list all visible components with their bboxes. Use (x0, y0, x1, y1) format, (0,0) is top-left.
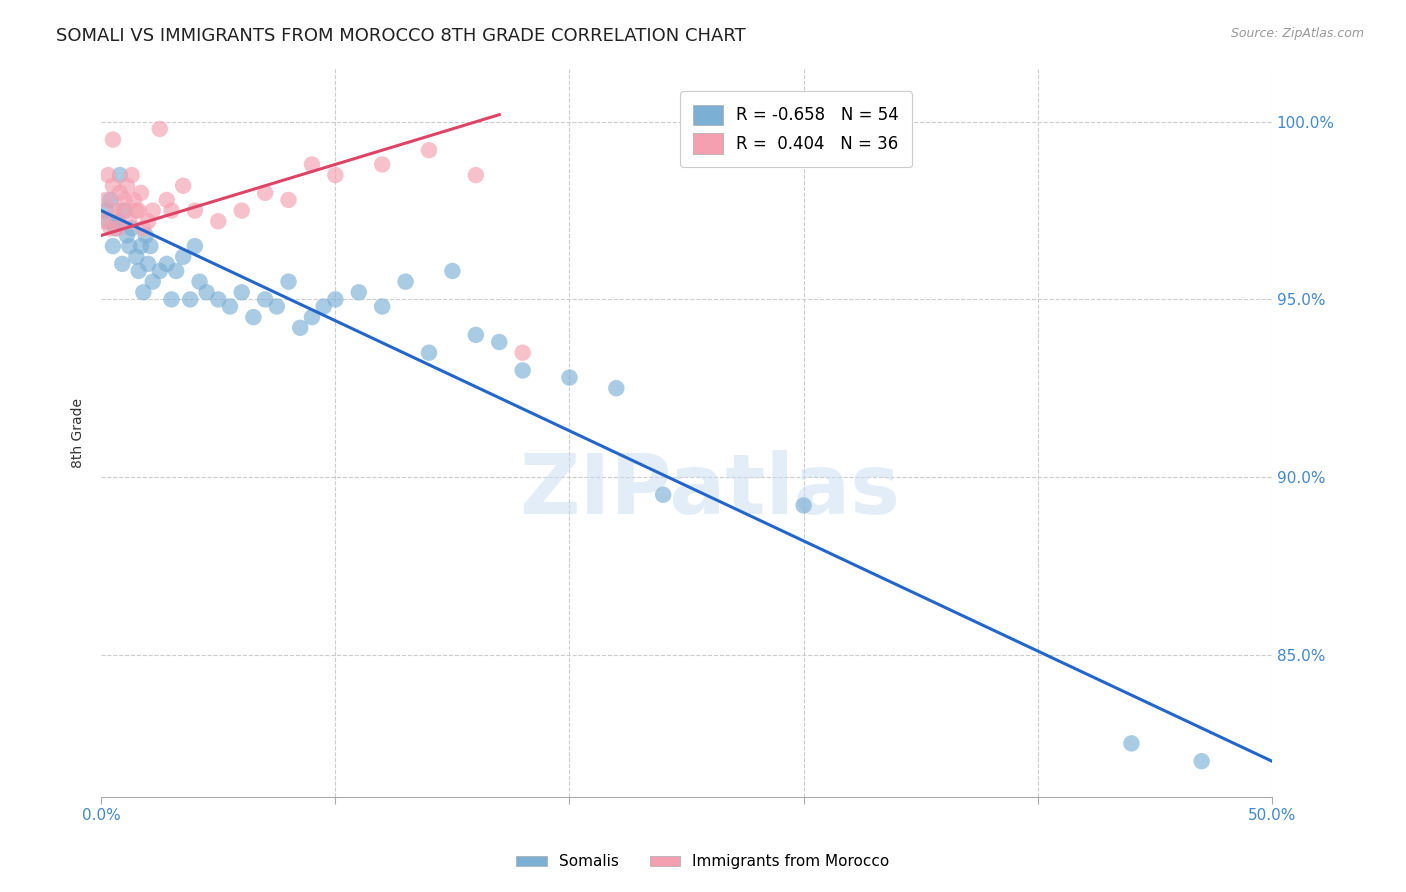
Point (136, 214, 159, 228)
Point (312, 300, 335, 314)
Point (266, 300, 288, 314)
Point (156, 257, 179, 271)
Point (125, 203, 148, 218)
Point (115, 228, 138, 243)
Point (132, 285, 155, 300)
Point (188, 275, 211, 289)
Point (108, 186, 131, 200)
Point (441, 264, 464, 278)
Point (301, 157, 323, 171)
Point (488, 334, 510, 349)
Point (231, 285, 253, 300)
Point (94, 203, 117, 218)
Point (325, 168, 347, 182)
Point (464, 168, 486, 182)
Point (97, 214, 120, 228)
Point (128, 203, 150, 218)
Point (254, 293, 277, 307)
Point (464, 327, 486, 342)
Point (142, 203, 165, 218)
Point (172, 178, 194, 193)
Point (100, 193, 122, 207)
Point (132, 221, 155, 235)
Point (418, 143, 440, 157)
Point (184, 239, 207, 253)
Point (207, 214, 229, 228)
Point (242, 310, 264, 325)
Point (652, 488, 675, 502)
Legend: R = -0.658   N = 54, R =  0.404   N = 36: R = -0.658 N = 54, R = 0.404 N = 36 (679, 91, 912, 167)
Point (179, 293, 201, 307)
Point (371, 157, 394, 171)
Point (394, 275, 416, 289)
Point (149, 122, 172, 136)
Point (347, 285, 370, 300)
Point (104, 203, 127, 218)
Point (231, 203, 253, 218)
Point (277, 275, 299, 289)
Point (111, 257, 134, 271)
Point (104, 221, 127, 235)
Point (108, 168, 131, 182)
Point (219, 300, 242, 314)
Point (1191, 754, 1213, 768)
Point (118, 239, 141, 253)
Point (793, 499, 815, 513)
Point (195, 285, 218, 300)
Point (135, 228, 157, 243)
Point (125, 250, 148, 264)
Point (129, 239, 152, 253)
Text: ZIPatlas: ZIPatlas (519, 450, 900, 532)
Point (290, 321, 312, 335)
Point (129, 186, 152, 200)
Point (101, 239, 124, 253)
Point (1121, 736, 1143, 750)
Point (558, 370, 581, 384)
Point (97, 168, 120, 182)
Point (325, 293, 347, 307)
Point (121, 221, 143, 235)
Point (172, 250, 194, 264)
Point (107, 221, 129, 235)
Point (371, 300, 394, 314)
Point (121, 168, 143, 182)
Point (149, 264, 172, 278)
Point (114, 203, 136, 218)
Point (107, 214, 129, 228)
Point (418, 345, 440, 359)
Point (184, 203, 207, 218)
Point (101, 132, 124, 146)
Y-axis label: 8th Grade: 8th Grade (72, 398, 86, 467)
Point (93, 214, 115, 228)
Point (101, 178, 124, 193)
Point (118, 214, 141, 228)
Point (94, 193, 117, 207)
Point (512, 345, 534, 359)
Point (111, 203, 134, 218)
Point (301, 310, 323, 325)
Point (605, 381, 627, 395)
Point (160, 203, 183, 218)
Point (128, 264, 150, 278)
Point (122, 193, 145, 207)
Point (207, 293, 229, 307)
Text: Source: ZipAtlas.com: Source: ZipAtlas.com (1230, 27, 1364, 40)
Point (160, 293, 183, 307)
Point (114, 193, 136, 207)
Point (115, 178, 138, 193)
Point (277, 193, 299, 207)
Point (100, 221, 122, 235)
Point (512, 363, 534, 377)
Point (156, 193, 179, 207)
Legend: Somalis, Immigrants from Morocco: Somalis, Immigrants from Morocco (510, 848, 896, 875)
Point (165, 264, 187, 278)
Text: SOMALI VS IMMIGRANTS FROM MOROCCO 8TH GRADE CORRELATION CHART: SOMALI VS IMMIGRANTS FROM MOROCCO 8TH GR… (56, 27, 747, 45)
Point (139, 239, 162, 253)
Point (254, 186, 277, 200)
Point (142, 275, 165, 289)
Point (136, 257, 159, 271)
